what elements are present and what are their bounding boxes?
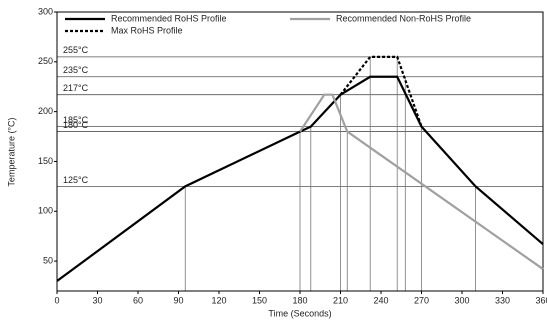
x-tick-label: 330 — [495, 295, 510, 305]
x-tick-label: 270 — [414, 295, 429, 305]
reference-label: 255°C — [63, 45, 89, 55]
x-tick-label: 360 — [535, 295, 547, 305]
x-tick-label: 300 — [454, 295, 469, 305]
reference-label: 217°C — [63, 83, 89, 93]
reference-label: 125°C — [63, 175, 89, 185]
x-tick-label: 0 — [54, 295, 59, 305]
series-line — [299, 93, 544, 270]
y-tick-label: 50 — [43, 255, 53, 265]
x-tick-label: 90 — [173, 295, 183, 305]
x-tick-label: 120 — [211, 295, 226, 305]
y-tick-label: 300 — [38, 6, 53, 16]
y-axis-label: Temperature (°C) — [6, 117, 16, 186]
legend-label: Max RoHS Profile — [111, 25, 183, 35]
x-axis-label: Time (Seconds) — [268, 308, 331, 318]
x-tick-label: 180 — [292, 295, 307, 305]
y-tick-label: 250 — [38, 56, 53, 66]
x-tick-label: 60 — [133, 295, 143, 305]
legend-label: Recommended Non-RoHS Profile — [336, 13, 471, 23]
reference-label: 180°C — [63, 120, 89, 130]
plot-frame — [56, 11, 544, 292]
x-tick-label: 210 — [333, 295, 348, 305]
y-tick-label: 150 — [38, 156, 53, 166]
reference-label: 235°C — [63, 65, 89, 75]
series-line — [56, 75, 544, 282]
series-line — [339, 55, 423, 127]
legend-label: Recommended RoHS Profile — [111, 13, 227, 23]
x-tick-label: 150 — [252, 295, 267, 305]
x-tick-label: 240 — [373, 295, 388, 305]
y-tick-label: 100 — [38, 206, 53, 216]
y-tick-label: 200 — [38, 106, 53, 116]
reference-label: 185°C — [63, 115, 89, 125]
x-tick-label: 30 — [92, 295, 102, 305]
